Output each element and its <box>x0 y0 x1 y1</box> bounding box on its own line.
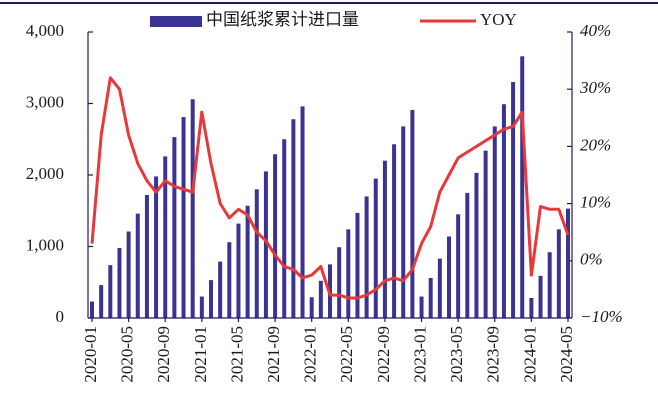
y-tick-label: 4,000 <box>26 21 64 40</box>
bar <box>309 297 314 318</box>
x-tick-label: 2020-09 <box>154 326 173 383</box>
bar <box>382 160 387 318</box>
bar <box>144 195 149 318</box>
bar <box>163 156 168 318</box>
bar <box>126 231 131 318</box>
bar <box>135 213 140 318</box>
bar <box>172 137 177 318</box>
legend-swatch <box>150 16 202 27</box>
y-tick-label: 2,000 <box>26 164 64 183</box>
x-tick-label: 2021-05 <box>227 326 246 383</box>
bar <box>337 247 342 318</box>
x-tick-label: 2022-01 <box>301 326 320 383</box>
x-tick-label: 2023-09 <box>484 326 503 383</box>
bar <box>492 126 497 318</box>
bar <box>501 104 506 318</box>
bar <box>401 126 406 318</box>
bar <box>474 172 479 318</box>
y2-tick-label: −10% <box>580 307 623 326</box>
x-tick-label: 2023-05 <box>447 326 466 383</box>
bar <box>373 178 378 318</box>
bar <box>291 119 296 318</box>
bar <box>209 280 213 318</box>
bar <box>117 247 122 318</box>
bar <box>556 229 561 318</box>
bar <box>90 301 94 318</box>
bar <box>465 192 470 318</box>
bar <box>154 176 159 318</box>
x-tick-label: 2021-01 <box>191 326 210 383</box>
legend-label: 中国纸浆累计进口量 <box>206 10 359 29</box>
bar <box>99 285 104 318</box>
x-tick-label: 2022-09 <box>374 326 393 383</box>
y-tick-label: 3,000 <box>26 92 64 111</box>
bar <box>355 212 360 318</box>
bar <box>520 56 525 319</box>
legend-label: YOY <box>480 10 517 29</box>
bar <box>218 261 223 318</box>
bar <box>282 139 287 318</box>
bar <box>181 117 186 319</box>
bar <box>428 277 433 318</box>
bar <box>254 189 259 318</box>
bar <box>227 242 232 318</box>
bar <box>346 229 351 318</box>
y2-tick-label: 0% <box>580 250 603 269</box>
x-tick-label: 2023-01 <box>410 326 429 383</box>
x-tick-label: 2024-05 <box>557 326 576 383</box>
bar <box>108 265 113 318</box>
bar <box>245 205 250 318</box>
bar <box>410 109 415 318</box>
y2-tick-label: 10% <box>580 193 611 212</box>
y-tick-label: 1,000 <box>26 235 64 254</box>
bar <box>300 106 305 318</box>
bar <box>199 296 204 318</box>
bar <box>483 150 488 318</box>
x-tick-label: 2022-05 <box>337 326 356 383</box>
y-tick-label: 0 <box>56 307 65 326</box>
y2-tick-label: 20% <box>580 135 611 154</box>
bar <box>419 296 424 318</box>
bar <box>447 236 451 318</box>
bar <box>190 99 195 319</box>
bar <box>456 214 461 318</box>
bar <box>392 144 397 318</box>
bar <box>538 275 543 318</box>
bar <box>263 171 268 318</box>
bar <box>529 297 534 318</box>
x-tick-label: 2024-01 <box>520 326 539 383</box>
y2-tick-label: 40% <box>580 21 611 40</box>
x-tick-label: 2020-05 <box>118 326 137 383</box>
line <box>90 76 570 300</box>
bar <box>273 154 278 318</box>
bar <box>236 223 241 318</box>
x-tick-label: 2020-01 <box>81 326 100 383</box>
bar <box>566 208 570 318</box>
bar <box>318 280 323 318</box>
bar <box>364 196 369 318</box>
bar <box>547 252 552 318</box>
bar <box>437 258 442 318</box>
bar <box>511 82 516 318</box>
x-tick-label: 2021-09 <box>264 326 283 383</box>
y2-tick-label: 30% <box>579 78 611 97</box>
